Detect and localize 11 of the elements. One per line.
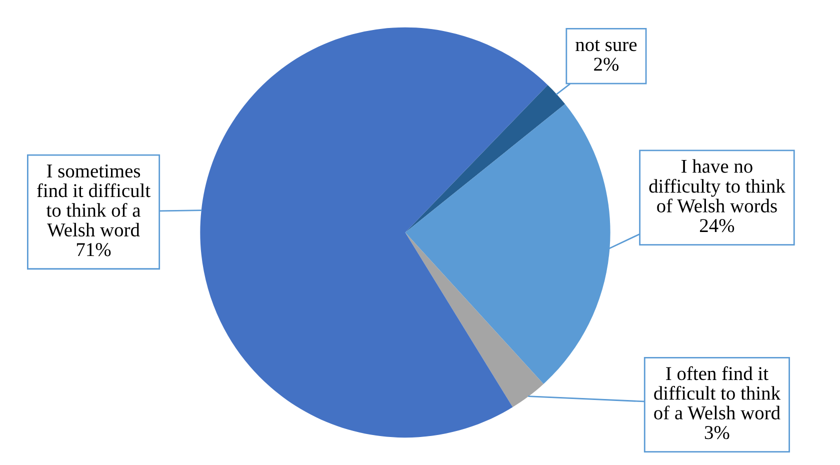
data-label: 2% [594, 58, 619, 71]
slice-label: I sometimes find it difficult to think of a Welsh word [37, 164, 150, 237]
slice-label: I often find it difficult to think of a Welsh word [654, 366, 781, 420]
slice-label: I have no difficulty to think of Welsh words [649, 159, 786, 213]
data-label: 3% [704, 426, 730, 440]
slice-label: not sure [576, 40, 637, 52]
data-label: 71% [76, 243, 111, 256]
pie-slice [405, 84, 566, 232]
data-label: 24% [700, 219, 734, 232]
pie-slice [405, 232, 544, 408]
pie-slice [200, 27, 548, 438]
